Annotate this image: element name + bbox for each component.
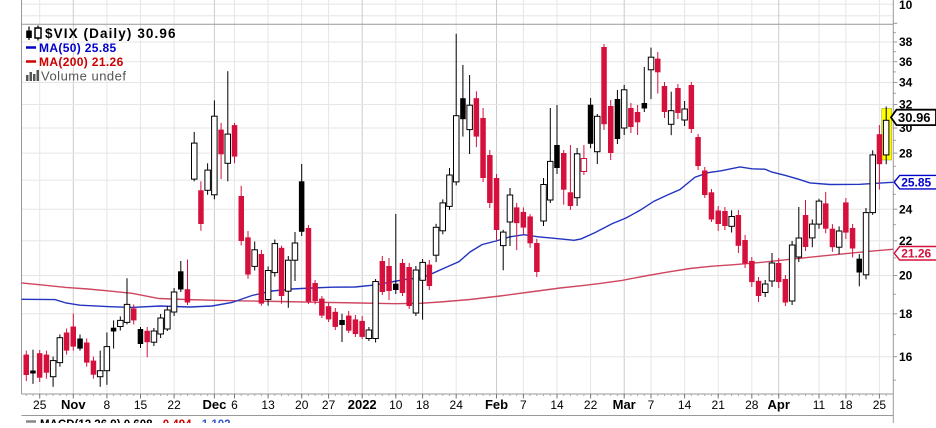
svg-text:7: 7 [520, 398, 527, 412]
svg-text:34: 34 [899, 76, 913, 90]
svg-text:$VIX (Daily) 30.96: $VIX (Daily) 30.96 [45, 26, 177, 41]
svg-text:25: 25 [33, 398, 47, 412]
svg-text:15: 15 [134, 398, 148, 412]
svg-text:18: 18 [899, 307, 913, 321]
svg-text:8: 8 [104, 398, 111, 412]
svg-text:MA(200) 21.26: MA(200) 21.26 [39, 55, 124, 69]
svg-text:18: 18 [839, 398, 853, 412]
svg-text:MACD(12,26,9) 0.608, -0.494, -: MACD(12,26,9) 0.608, -0.494, -1.102 [40, 419, 231, 423]
svg-text:6: 6 [231, 398, 238, 412]
svg-text:Nov: Nov [61, 397, 86, 412]
svg-text:14: 14 [550, 398, 564, 412]
svg-text:7: 7 [648, 398, 655, 412]
svg-text:21: 21 [712, 398, 726, 412]
svg-text:16: 16 [899, 350, 913, 364]
svg-text:38: 38 [899, 35, 913, 49]
svg-text:28: 28 [745, 398, 759, 412]
svg-text:Mar: Mar [613, 397, 636, 412]
svg-text:25.85: 25.85 [901, 176, 931, 190]
svg-text:13: 13 [261, 398, 275, 412]
svg-text:10: 10 [899, 0, 913, 12]
svg-text:14: 14 [678, 398, 692, 412]
svg-text:Feb: Feb [485, 397, 508, 412]
svg-text:30.96: 30.96 [898, 110, 931, 125]
svg-text:28: 28 [899, 146, 913, 160]
svg-text:2022: 2022 [348, 397, 377, 412]
svg-text:27: 27 [322, 398, 336, 412]
svg-text:25: 25 [873, 398, 887, 412]
svg-text:22: 22 [899, 234, 913, 248]
svg-text:24: 24 [450, 398, 464, 412]
svg-text:10: 10 [389, 398, 403, 412]
svg-text:36: 36 [899, 55, 913, 69]
svg-text:21.26: 21.26 [901, 247, 931, 261]
svg-text:Dec: Dec [202, 397, 226, 412]
svg-text:11: 11 [813, 398, 826, 412]
svg-text:Volume undef: Volume undef [41, 69, 127, 84]
svg-text:22: 22 [167, 398, 181, 412]
svg-text:24: 24 [899, 202, 913, 216]
svg-text:18: 18 [416, 398, 430, 412]
svg-text:MA(50) 25.85: MA(50) 25.85 [39, 41, 117, 55]
svg-text:20: 20 [899, 269, 913, 283]
svg-text:20: 20 [295, 398, 309, 412]
svg-text:32: 32 [899, 98, 913, 112]
svg-text:22: 22 [584, 398, 598, 412]
svg-text:Apr: Apr [768, 397, 790, 412]
